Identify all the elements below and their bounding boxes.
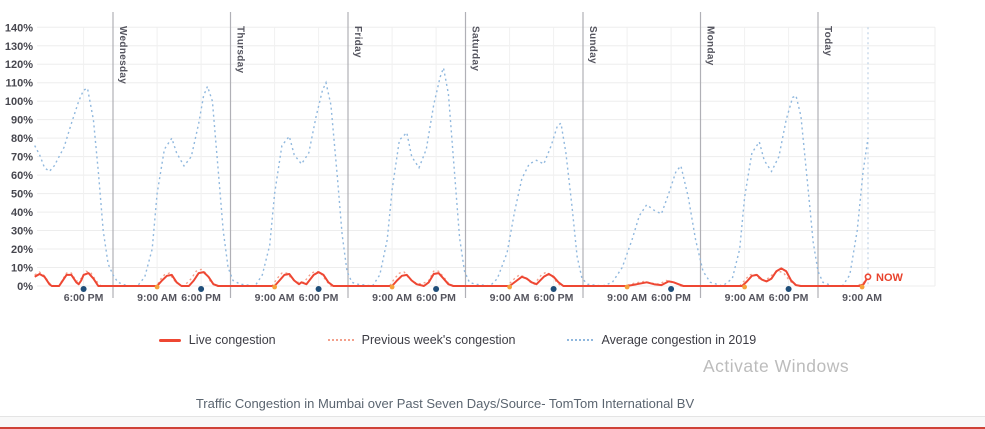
congestion-chart: 0% 10% 20% 30% 40% 50% 60% 70% 80% 90% 100% 110% 120… xyxy=(5,12,936,304)
svg-text:130%: 130% xyxy=(5,41,33,53)
svg-text:9:00 AM: 9:00 AM xyxy=(490,292,530,304)
svg-text:6:00 PM: 6:00 PM xyxy=(299,292,339,304)
svg-text:Monday: Monday xyxy=(705,26,716,66)
svg-text:6:00 PM: 6:00 PM xyxy=(769,292,809,304)
svg-text:Today: Today xyxy=(822,26,833,56)
svg-text:Sunday: Sunday xyxy=(587,26,598,64)
svg-text:9:00 AM: 9:00 AM xyxy=(607,292,647,304)
svg-text:6:00 PM: 6:00 PM xyxy=(534,292,574,304)
svg-text:10%: 10% xyxy=(11,263,33,275)
average-2019-dotted-swatch xyxy=(567,339,594,341)
svg-text:140%: 140% xyxy=(5,22,33,34)
legend-label-previous-week: Previous week's congestion xyxy=(361,333,516,347)
legend-item-previous-week: Previous week's congestion xyxy=(327,333,516,347)
svg-text:40%: 40% xyxy=(11,207,33,219)
live-congestion-line-swatch xyxy=(158,338,181,342)
chart-caption: Traffic Congestion in Mumbai over Past S… xyxy=(195,396,695,411)
svg-text:60%: 60% xyxy=(11,170,33,182)
svg-text:6:00 PM: 6:00 PM xyxy=(64,292,104,304)
chart-canvas: 0% 10% 20% 30% 40% 50% 60% 70% 80% 90% 100% 110% 120… xyxy=(5,12,936,304)
footer-band xyxy=(0,416,985,429)
svg-text:9:00 AM: 9:00 AM xyxy=(842,292,882,304)
svg-text:Thursday: Thursday xyxy=(235,26,246,74)
svg-text:9:00 AM: 9:00 AM xyxy=(725,292,765,304)
bottom-accent-line xyxy=(0,427,985,429)
svg-text:100%: 100% xyxy=(5,96,33,108)
svg-text:30%: 30% xyxy=(11,226,33,238)
svg-text:110%: 110% xyxy=(5,78,33,90)
legend-label-live: Live congestion xyxy=(188,333,276,347)
svg-text:9:00 AM: 9:00 AM xyxy=(137,292,177,304)
svg-text:NOW: NOW xyxy=(876,272,904,284)
svg-text:Saturday: Saturday xyxy=(470,26,481,71)
svg-text:0%: 0% xyxy=(17,281,33,293)
activate-windows-watermark: Activate Windows xyxy=(703,356,850,376)
chart-legend: Live congestion Previous week's congesti… xyxy=(0,333,950,347)
svg-text:70%: 70% xyxy=(11,152,33,164)
svg-text:6:00 PM: 6:00 PM xyxy=(416,292,456,304)
legend-item-average-2019: Average congestion in 2019 xyxy=(567,333,756,347)
legend-label-average-2019: Average congestion in 2019 xyxy=(601,333,757,347)
svg-text:6:00 PM: 6:00 PM xyxy=(651,292,691,304)
svg-text:9:00 AM: 9:00 AM xyxy=(255,292,295,304)
svg-text:6:00 PM: 6:00 PM xyxy=(181,292,221,304)
svg-text:Friday: Friday xyxy=(352,26,363,58)
svg-text:20%: 20% xyxy=(11,244,33,256)
previous-week-dotted-swatch xyxy=(327,339,354,341)
svg-text:9:00 AM: 9:00 AM xyxy=(372,292,412,304)
svg-text:90%: 90% xyxy=(11,115,33,127)
svg-text:50%: 50% xyxy=(11,189,33,201)
svg-text:80%: 80% xyxy=(11,133,33,145)
svg-text:Wednesday: Wednesday xyxy=(117,26,128,84)
svg-text:120%: 120% xyxy=(5,59,33,71)
legend-item-live: Live congestion xyxy=(158,333,276,347)
